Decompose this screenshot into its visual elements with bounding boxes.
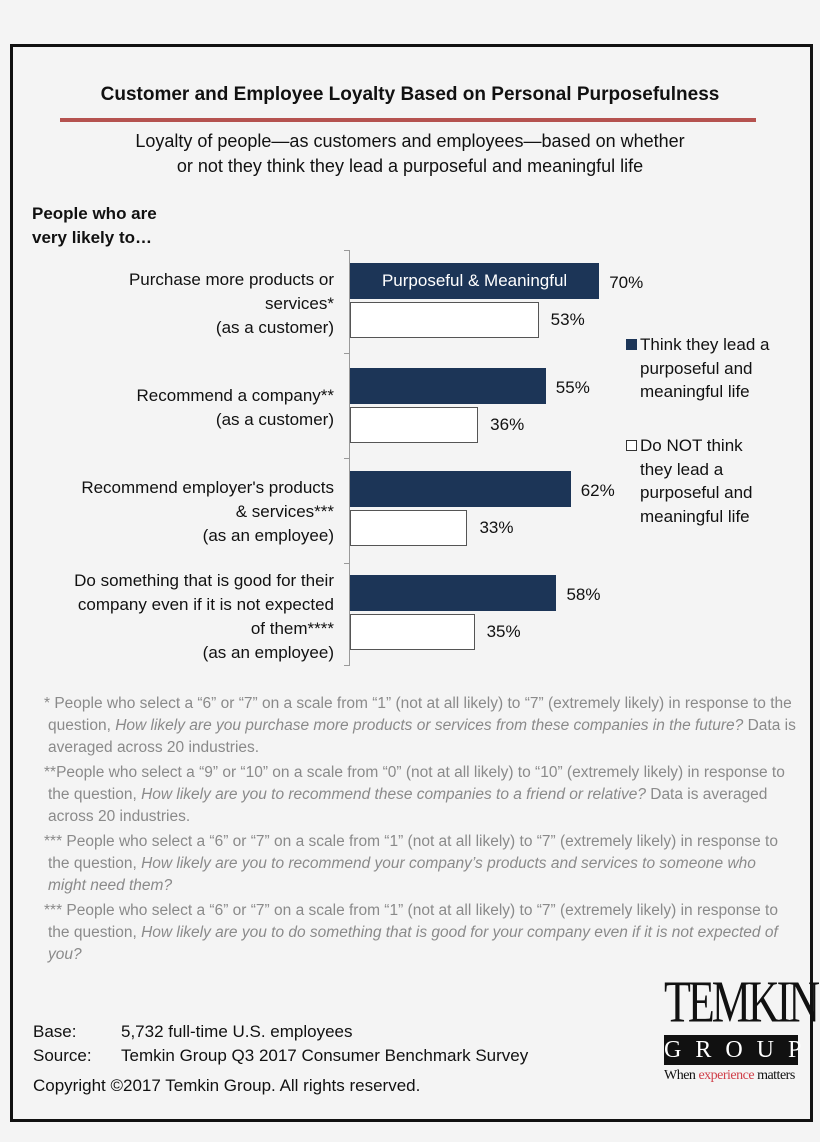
data-label: 36% <box>490 415 525 434</box>
legend-line: purposeful and <box>640 358 753 378</box>
bar <box>350 471 571 507</box>
category-label-line: (as a customer) <box>215 318 334 337</box>
category-label-line: Recommend employer's products <box>81 478 334 497</box>
category-label-line: services* <box>265 294 334 313</box>
axis-tick <box>344 250 350 251</box>
data-label: 62% <box>580 481 615 500</box>
category-label-line: of them**** <box>250 619 334 638</box>
bar <box>350 302 539 338</box>
data-label: 55% <box>555 378 590 397</box>
legend-line: Do NOT think <box>626 434 752 458</box>
logo-group: GROUP <box>664 1035 816 1065</box>
legend-line: meaningful life <box>640 382 750 401</box>
subtitle-line: Loyalty of people—as customers and emplo… <box>135 131 685 151</box>
legend-line: purposeful and <box>640 483 753 502</box>
category-label: Purchase more products or services* (as a … <box>129 268 334 340</box>
lead-label: People who are very likely to… <box>32 202 157 250</box>
legend-line: meaningful life <box>640 506 750 526</box>
base-label: Base: <box>33 1022 77 1041</box>
chart-title: Customer and Employee Loyalty Based on P… <box>100 84 720 105</box>
category-label: Recommend a company** (as a customer) <box>137 384 334 432</box>
base-value: 5,732 full-time U.S. employees <box>121 1022 353 1041</box>
legend-line: Think they lead a <box>626 333 769 357</box>
bar <box>350 368 546 404</box>
source-line: Source: Temkin Group Q3 2017 Consumer Ben… <box>33 1042 528 1069</box>
category-label-line: Do something that is good for their <box>74 571 334 590</box>
data-label: 70% <box>609 273 644 292</box>
copyright: Copyright ©2017 Temkin Group. All rights… <box>33 1076 421 1095</box>
bar <box>350 510 468 546</box>
category-label-line: company even if it is not expected <box>77 595 334 614</box>
category-label-line: (as an employee) <box>202 643 334 662</box>
source-label: Source: <box>33 1046 92 1065</box>
data-label: 53% <box>550 310 585 329</box>
data-label: 35% <box>486 622 521 641</box>
title-rule <box>60 118 756 122</box>
category-label-line: (as an employee) <box>202 526 334 545</box>
bar <box>350 407 479 443</box>
footnote: *** People who select a “6” or “7” on a … <box>44 902 778 963</box>
category-label: Do something that is good for their compa… <box>74 569 334 665</box>
bar <box>350 575 557 611</box>
category-label: Recommend employer's products & services*… <box>81 476 334 548</box>
footnote: **People who select a “9” or “10” on a s… <box>44 764 785 825</box>
axis-tick <box>344 563 350 564</box>
logo-text: TEMKIN <box>664 968 820 1036</box>
bar-annotation: Purposeful & Meaningful <box>350 263 600 299</box>
bar <box>350 614 475 650</box>
logo-tagline: When experience matters <box>664 1068 795 1083</box>
legend-line: they lead a <box>640 459 724 479</box>
lead-line: People who are <box>32 204 157 223</box>
axis-tick <box>344 458 350 459</box>
subtitle-line: or not they think they lead a purposeful… <box>176 156 644 176</box>
legend-swatch <box>626 440 637 451</box>
chart-subtitle: Loyalty of people—as customers and emplo… <box>0 129 820 179</box>
lead-line: very likely to… <box>32 228 153 247</box>
category-label-line: & services*** <box>235 502 334 521</box>
category-label-line: Purchase more products or <box>128 270 334 289</box>
legend-swatch <box>626 339 637 350</box>
legend-item-not-purposeful: Do NOT think they lead a purposeful and mea… <box>626 434 752 528</box>
base-line: Base: 5,732 full-time U.S. employees <box>33 1018 353 1045</box>
temkin-logo: TEMKIN GROUP When experience matters <box>664 965 820 1084</box>
data-label: 33% <box>479 518 514 537</box>
footnote: * People who select a “6” or “7” on a sc… <box>44 695 796 756</box>
axis-tick <box>344 353 350 354</box>
footnote: *** People who select a “6” or “7” on a … <box>44 833 778 894</box>
source-value: Temkin Group Q3 2017 Consumer Benchmark … <box>121 1046 529 1065</box>
axis-line <box>349 250 350 665</box>
category-label-line: (as a customer) <box>215 410 334 429</box>
category-label-line: Recommend a company** <box>136 386 334 405</box>
data-label: 58% <box>566 585 601 604</box>
axis-tick <box>344 665 350 666</box>
legend-item-purposeful: Think they lead a purposeful and meaningfu… <box>626 333 769 404</box>
